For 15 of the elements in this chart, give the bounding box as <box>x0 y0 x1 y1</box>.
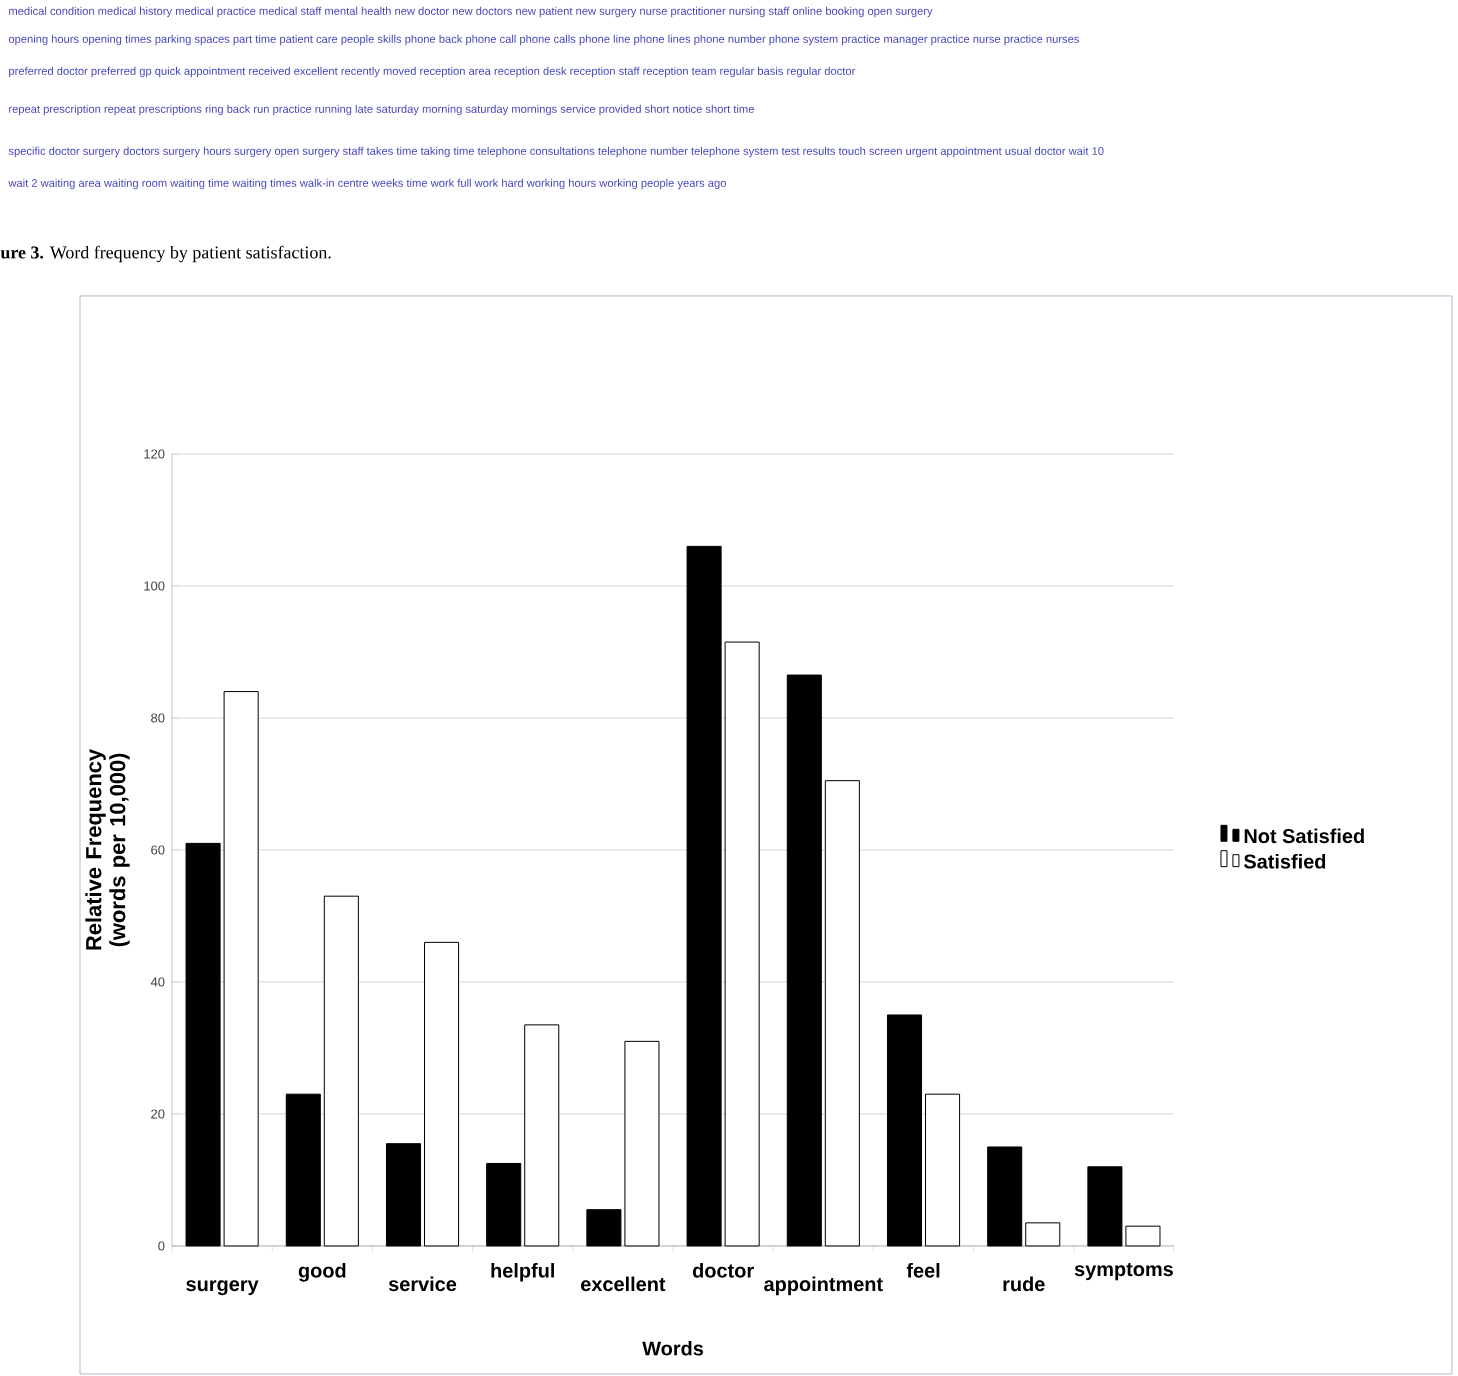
x-axis-title: Words <box>642 1340 704 1356</box>
x-tick-label: surgery <box>186 1280 259 1296</box>
x-tick-label: helpful <box>491 1263 554 1282</box>
x-tick-label: feel <box>906 1263 940 1278</box>
text: ure 3. Word frequency by patient satisfaction. <box>0 245 331 263</box>
x-tick-label: good <box>298 1263 346 1282</box>
x-tick-label: rude <box>1003 1276 1045 1292</box>
y-axis-title: Relative Frequency (words per 10,000) <box>85 749 130 950</box>
x-tick-label: symptoms <box>1074 1263 1173 1281</box>
x-tick-label: service <box>388 1276 457 1292</box>
legend-label: Satisfied <box>1243 853 1326 869</box>
legend-label: Not Satisfied <box>1244 828 1364 844</box>
x-tick-label: excellent <box>581 1276 666 1292</box>
x-tick-label: appointment <box>764 1276 883 1296</box>
x-tick-label: doctor <box>692 1263 754 1278</box>
